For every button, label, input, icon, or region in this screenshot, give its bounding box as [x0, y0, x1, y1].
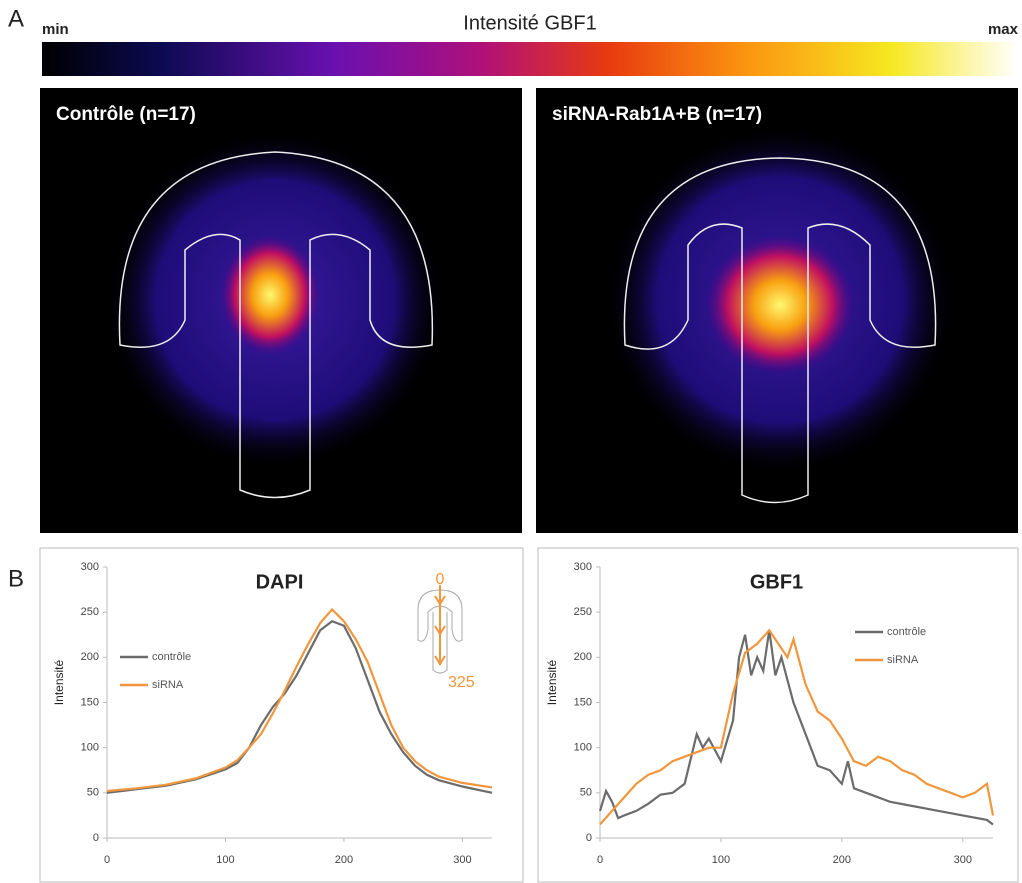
- x-tick-label: 0: [104, 854, 110, 866]
- y-tick-label: 0: [586, 832, 592, 844]
- colorbar-max: max: [988, 21, 1019, 38]
- chart-title: DAPI: [256, 571, 304, 593]
- schematic-arrow: [434, 585, 446, 666]
- outline: [623, 157, 937, 504]
- y-tick-label: 100: [574, 742, 592, 754]
- y-tick-label: 150: [574, 696, 592, 708]
- annotation: 325: [448, 674, 475, 691]
- golgi: [220, 235, 320, 355]
- x-tick-label: 300: [453, 854, 471, 866]
- colorbar-title: Intensité GBF1: [463, 12, 596, 34]
- chart-frame: [537, 547, 1019, 883]
- schematic: [417, 589, 463, 674]
- chart-title: GBF1: [750, 571, 803, 593]
- line: [599, 628, 995, 826]
- panel-label: A: [8, 5, 24, 32]
- legend-label: siRNA: [152, 679, 184, 691]
- image-label: Contrôle (n=17): [56, 104, 196, 125]
- y-tick-label: 0: [93, 832, 99, 844]
- line: [106, 619, 493, 794]
- y-tick-label: 200: [81, 651, 99, 663]
- colorbar-min: min: [42, 21, 69, 38]
- image-label: siRNA-Rab1A+B (n=17): [552, 104, 762, 125]
- y-tick-label: 250: [574, 606, 592, 618]
- line: [106, 607, 493, 793]
- outline: [118, 151, 434, 499]
- x-tick-label: 200: [335, 854, 353, 866]
- legend-label: contrôle: [152, 651, 191, 663]
- annotation: 0: [436, 571, 445, 588]
- legend-label: siRNA: [887, 654, 919, 666]
- golgi: [705, 235, 855, 375]
- legend-label: contrôle: [887, 626, 926, 638]
- y-tick-label: 200: [574, 651, 592, 663]
- y-tick-label: 50: [580, 787, 592, 799]
- y-tick-label: 300: [574, 561, 592, 573]
- chart-frame: [39, 547, 524, 883]
- x-tick-label: 100: [216, 854, 234, 866]
- y-tick-label: 50: [87, 787, 99, 799]
- colorbar: [42, 42, 1018, 76]
- y-axis-label: Intensité: [52, 659, 66, 705]
- y-tick-label: 300: [81, 561, 99, 573]
- x-tick-label: 200: [833, 854, 851, 866]
- line: [598, 630, 994, 826]
- x-tick-label: 100: [712, 854, 730, 866]
- y-axis-label: Intensité: [545, 659, 559, 705]
- x-tick-label: 300: [954, 854, 972, 866]
- x-tick-label: 0: [597, 854, 603, 866]
- y-tick-label: 250: [81, 606, 99, 618]
- y-tick-label: 100: [81, 742, 99, 754]
- y-tick-label: 150: [81, 696, 99, 708]
- panel-label: B: [8, 565, 24, 592]
